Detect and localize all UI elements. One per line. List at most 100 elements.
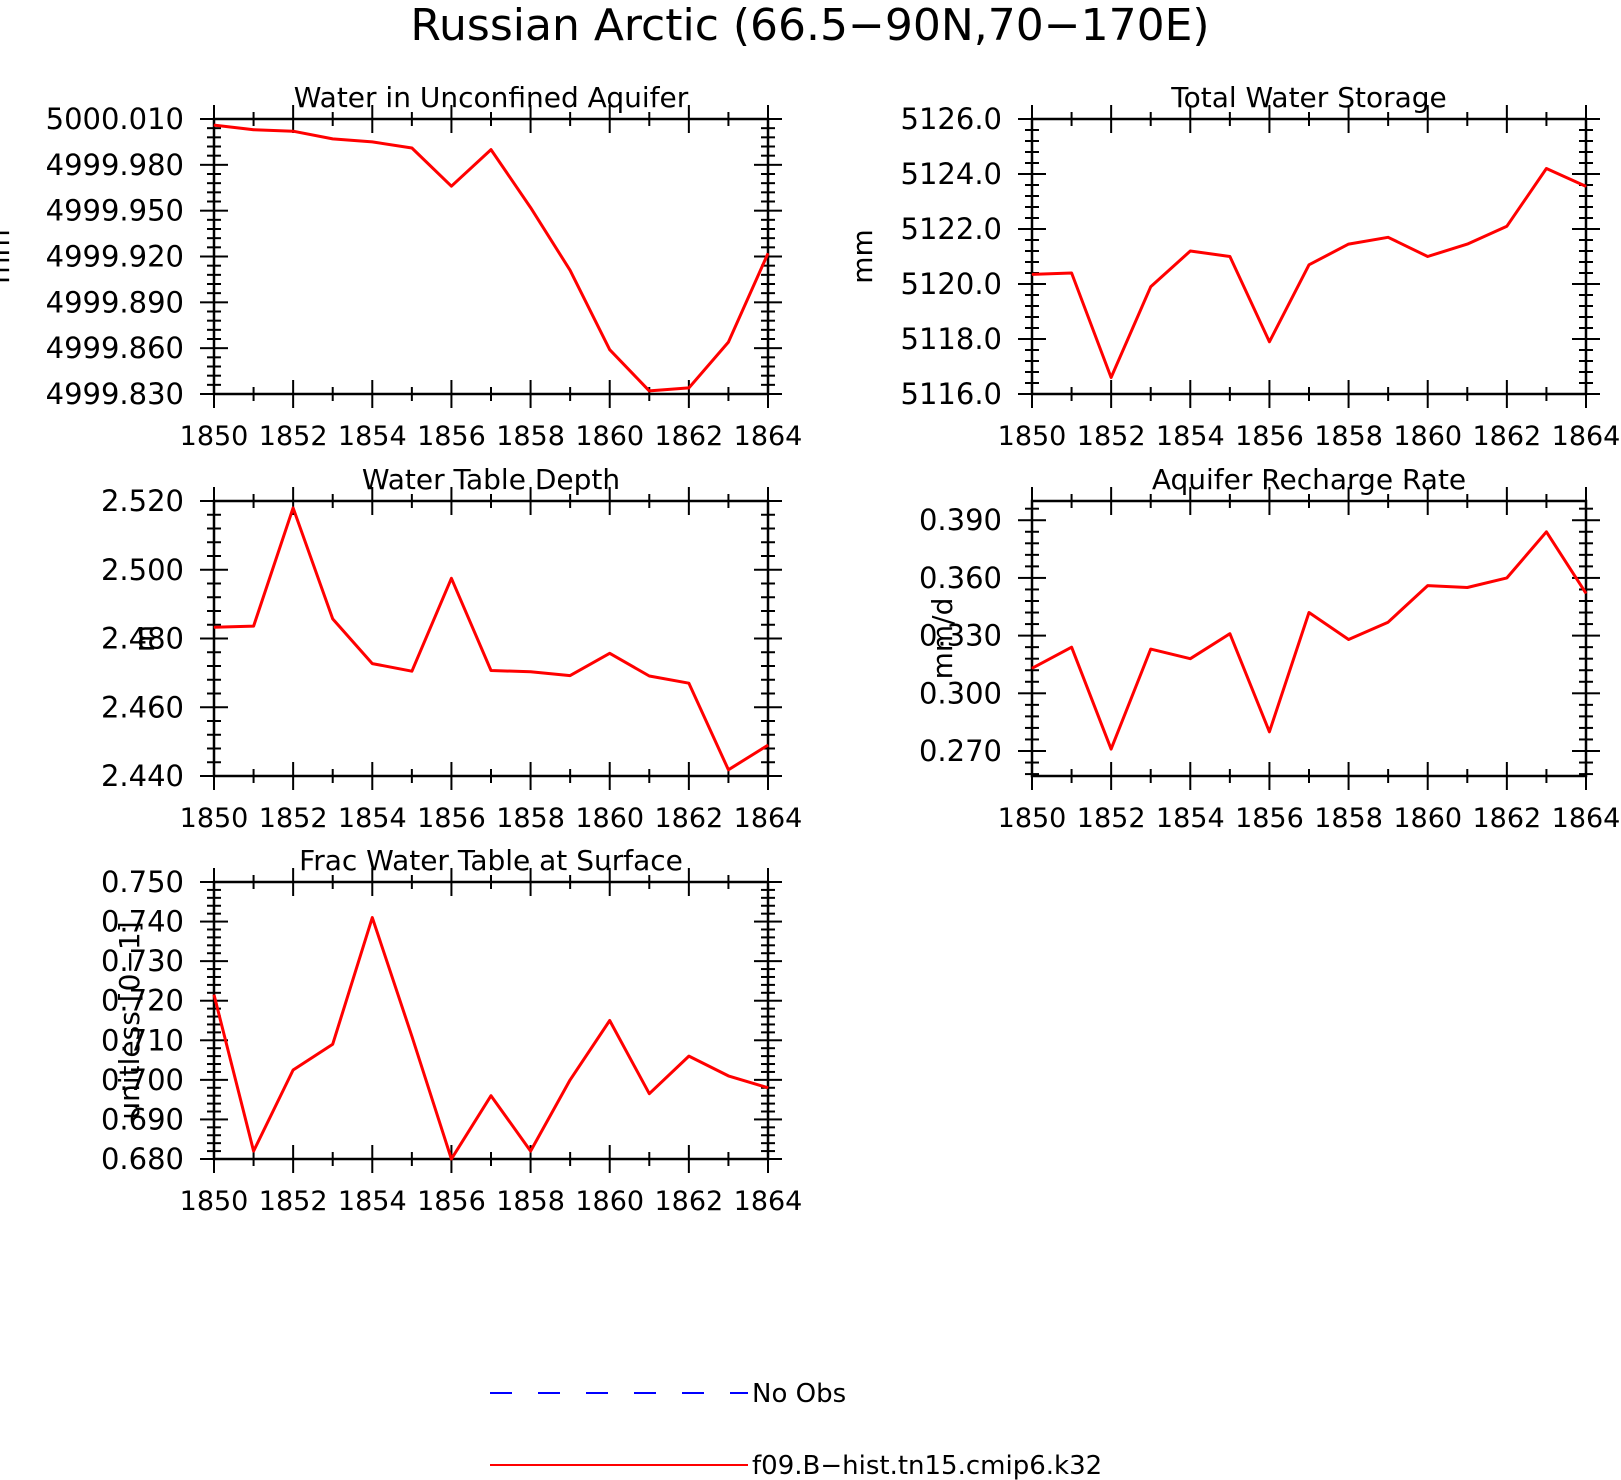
- y-tick-label: 0.750: [101, 865, 184, 899]
- y-tick-label: 2.520: [101, 484, 184, 518]
- x-tick-label: 1864: [734, 421, 803, 452]
- data-point: [609, 1020, 611, 1021]
- data-point: [213, 626, 215, 628]
- data-point: [1031, 273, 1033, 275]
- data-point: [688, 1055, 690, 1057]
- x-tick-label: 1850: [180, 421, 249, 452]
- data-point: [609, 652, 611, 654]
- chart-water-table-depth: Water Table Depth m 1850 1852 1854 1856 1858 18…: [101, 463, 802, 834]
- series-line: [213, 123, 770, 393]
- data-point: [1071, 272, 1073, 274]
- data-point: [767, 1087, 769, 1089]
- y-tick-label: 4999.890: [46, 285, 184, 319]
- x-tick-label: 1852: [259, 1186, 328, 1217]
- legend-label-no-obs: No Obs: [752, 1379, 846, 1409]
- y-tick-label: 2.500: [101, 553, 184, 587]
- data-point: [371, 663, 373, 665]
- data-point: [213, 994, 215, 996]
- x-tick-label: 1860: [1393, 803, 1462, 834]
- x-tick-label: 1854: [1156, 421, 1225, 452]
- y-tick-label: 2.440: [101, 759, 184, 793]
- plot-frame: [212, 880, 770, 1161]
- legend: No Obs f09.B−hist.tn15.cmip6.k32: [490, 1379, 1102, 1480]
- plot-frame: [212, 499, 770, 778]
- x-tick-label: 1862: [654, 803, 723, 834]
- x-tick-label: 1854: [338, 803, 407, 834]
- data-point: [648, 675, 650, 677]
- x-tick-label: 1856: [417, 803, 486, 834]
- x-tick-label: 1856: [1235, 421, 1304, 452]
- data-point: [411, 147, 413, 149]
- x-tick-label: 1858: [1314, 421, 1383, 452]
- y-tick-label: 4999.830: [46, 377, 184, 411]
- data-point: [1189, 250, 1191, 252]
- x-tick-label: 1862: [1472, 803, 1541, 834]
- x-tick-label: 1860: [575, 803, 644, 834]
- x-tick-label: 1852: [259, 803, 328, 834]
- x-tick-label: 1864: [734, 1186, 803, 1217]
- x-tick-label: 1858: [496, 803, 565, 834]
- data-point: [253, 625, 255, 627]
- data-point: [292, 1069, 294, 1071]
- series-line: [212, 916, 769, 1161]
- data-point: [727, 769, 729, 771]
- y-axis-label: m: [128, 625, 161, 652]
- data-point: [1506, 225, 1508, 227]
- data-point: [648, 390, 650, 392]
- data-point: [371, 141, 373, 143]
- data-point: [1427, 256, 1429, 257]
- panel-title: Aquifer Recharge Rate: [1152, 463, 1466, 496]
- data-point: [1387, 621, 1389, 623]
- data-point: [1071, 646, 1073, 648]
- data-point: [253, 129, 255, 131]
- plot-frame: [1030, 499, 1588, 778]
- data-point: [688, 682, 690, 684]
- panel-title: Water Table Depth: [362, 463, 620, 496]
- data-point: [569, 1079, 571, 1081]
- series-line: [1031, 167, 1587, 379]
- data-point: [1466, 587, 1468, 589]
- data-point: [569, 269, 571, 271]
- data-point: [1545, 168, 1547, 169]
- data-point: [1348, 243, 1350, 245]
- series-line: [1031, 530, 1588, 751]
- data-point: [530, 1150, 532, 1152]
- panel-title: Total Water Storage: [1170, 81, 1447, 114]
- x-tick-label: 1854: [338, 421, 407, 452]
- data-point: [490, 149, 492, 151]
- plot-frame: [212, 117, 770, 396]
- x-tick-label: 1850: [998, 421, 1067, 452]
- y-tick-label: 0.300: [919, 676, 1002, 710]
- y-tick-label: 5000.010: [46, 102, 184, 136]
- data-point: [530, 671, 532, 673]
- data-point: [648, 1093, 650, 1095]
- data-point: [292, 130, 294, 132]
- data-point: [1545, 531, 1547, 533]
- data-point: [371, 917, 373, 919]
- x-tick-label: 1864: [1552, 803, 1621, 834]
- x-tick-label: 1852: [1077, 421, 1146, 452]
- data-point: [1189, 658, 1191, 660]
- y-axis-label: mm: [0, 229, 16, 284]
- data-point: [490, 669, 492, 671]
- y-tick-label: 0.390: [919, 503, 1002, 537]
- y-tick-label: 0.720: [101, 984, 184, 1018]
- chart-total-water-storage: Total Water Storage mm 1850 1852 1854 1856 185…: [846, 81, 1620, 452]
- data-point: [1110, 748, 1112, 750]
- data-point: [767, 744, 769, 746]
- y-tick-label: 5124.0: [901, 157, 1002, 191]
- data-point: [767, 252, 769, 254]
- x-tick-label: 1862: [1472, 421, 1541, 452]
- chart-aquifer-recharge-rate: Aquifer Recharge Rate mm/d 1850 1852 1854 185…: [919, 463, 1620, 834]
- data-point: [1268, 341, 1270, 343]
- y-tick-label: 0.700: [101, 1063, 184, 1097]
- x-tick-label: 1852: [1077, 803, 1146, 834]
- y-tick-label: 4999.980: [46, 148, 184, 182]
- data-point: [1268, 731, 1270, 733]
- y-tick-label: 4999.920: [46, 240, 184, 274]
- data-point: [1466, 243, 1468, 245]
- x-tick-label: 1856: [1235, 803, 1304, 834]
- y-tick-label: 5116.0: [901, 377, 1002, 411]
- legend-label-model: f09.B−hist.tn15.cmip6.k32: [752, 1451, 1102, 1480]
